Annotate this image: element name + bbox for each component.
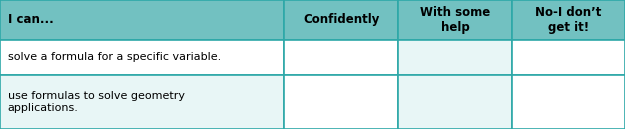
Bar bbox=[512, 75, 625, 129]
Text: solve a formula for a specific variable.: solve a formula for a specific variable. bbox=[8, 52, 221, 62]
Text: No-I don’t
get it!: No-I don’t get it! bbox=[535, 6, 602, 34]
Bar bbox=[284, 0, 398, 40]
Text: Confidently: Confidently bbox=[303, 14, 379, 26]
Bar bbox=[512, 40, 625, 75]
Bar bbox=[284, 75, 398, 129]
Bar bbox=[284, 40, 398, 75]
Bar bbox=[0, 0, 284, 40]
Text: use formulas to solve geometry
applications.: use formulas to solve geometry applicati… bbox=[8, 91, 184, 113]
Text: I can...: I can... bbox=[8, 14, 53, 26]
Bar bbox=[0, 40, 284, 75]
Bar bbox=[512, 0, 625, 40]
Bar bbox=[398, 75, 512, 129]
Bar bbox=[0, 75, 284, 129]
Bar bbox=[398, 0, 512, 40]
Text: With some
help: With some help bbox=[420, 6, 490, 34]
Bar bbox=[398, 40, 512, 75]
